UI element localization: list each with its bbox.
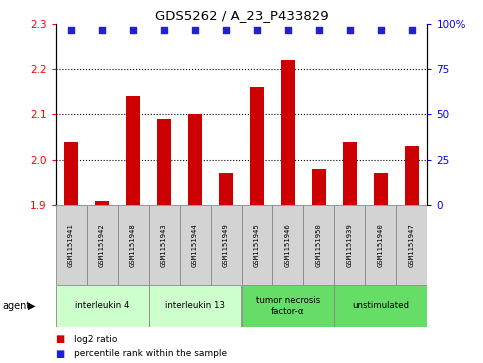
Point (67, 27, 75, 33)
Bar (343, 142, 357, 205)
Bar (117, 205, 149, 285)
Bar (219, 173, 233, 205)
Bar (334, 205, 366, 285)
Bar (366, 205, 397, 285)
Point (346, 27, 354, 33)
Text: ▶: ▶ (28, 301, 36, 311)
Bar (64, 142, 78, 205)
Bar (242, 205, 272, 285)
Point (284, 27, 292, 33)
Point (377, 27, 385, 33)
Bar (56, 205, 86, 285)
Text: GSM1151942: GSM1151942 (99, 223, 105, 267)
Bar (303, 205, 334, 285)
Text: GSM1151943: GSM1151943 (161, 223, 167, 267)
Bar (374, 173, 388, 205)
Bar (188, 114, 202, 205)
Text: GSM1151944: GSM1151944 (192, 223, 198, 267)
Text: tumor necrosis
factor-α: tumor necrosis factor-α (256, 296, 320, 315)
Point (191, 27, 199, 33)
Text: ■: ■ (56, 349, 65, 359)
Text: ■: ■ (56, 334, 65, 344)
Bar (180, 205, 211, 285)
Title: GDS5262 / A_23_P433829: GDS5262 / A_23_P433829 (155, 9, 328, 23)
Point (408, 27, 416, 33)
Point (222, 27, 230, 33)
Point (253, 27, 261, 33)
Bar (272, 205, 303, 285)
Bar (211, 205, 242, 285)
Point (98, 27, 106, 33)
Text: GSM1151948: GSM1151948 (130, 223, 136, 267)
Bar (126, 96, 140, 205)
Bar (312, 169, 326, 205)
Text: GSM1151950: GSM1151950 (316, 223, 322, 267)
Text: GSM1151941: GSM1151941 (68, 223, 74, 267)
Point (129, 27, 137, 33)
Text: GSM1151946: GSM1151946 (285, 223, 291, 267)
Bar (281, 60, 295, 205)
Bar (397, 205, 427, 285)
Text: GSM1151949: GSM1151949 (223, 223, 229, 267)
Bar (157, 119, 171, 205)
Text: percentile rank within the sample: percentile rank within the sample (74, 350, 227, 358)
Text: agent: agent (2, 301, 30, 311)
Bar (56, 285, 149, 327)
Bar (95, 200, 109, 205)
Text: GSM1151945: GSM1151945 (254, 223, 260, 267)
Text: GSM1151947: GSM1151947 (409, 223, 415, 267)
Bar (149, 285, 242, 327)
Point (160, 27, 168, 33)
Bar (149, 205, 180, 285)
Text: interleukin 4: interleukin 4 (75, 301, 129, 310)
Bar (334, 285, 427, 327)
Bar (242, 285, 334, 327)
Text: interleukin 13: interleukin 13 (165, 301, 225, 310)
Bar (405, 146, 419, 205)
Bar (86, 205, 117, 285)
Text: GSM1151940: GSM1151940 (378, 223, 384, 267)
Text: log2 ratio: log2 ratio (74, 335, 117, 344)
Bar (250, 87, 264, 205)
Text: unstimulated: unstimulated (353, 301, 410, 310)
Text: GSM1151939: GSM1151939 (347, 223, 353, 267)
Point (315, 27, 323, 33)
